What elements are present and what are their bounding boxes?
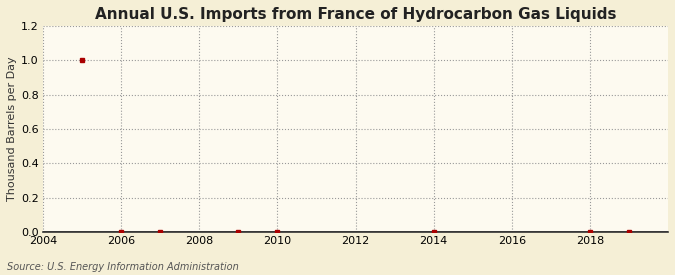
Text: Source: U.S. Energy Information Administration: Source: U.S. Energy Information Administ… [7, 262, 238, 272]
Y-axis label: Thousand Barrels per Day: Thousand Barrels per Day [7, 57, 17, 201]
Title: Annual U.S. Imports from France of Hydrocarbon Gas Liquids: Annual U.S. Imports from France of Hydro… [95, 7, 616, 22]
